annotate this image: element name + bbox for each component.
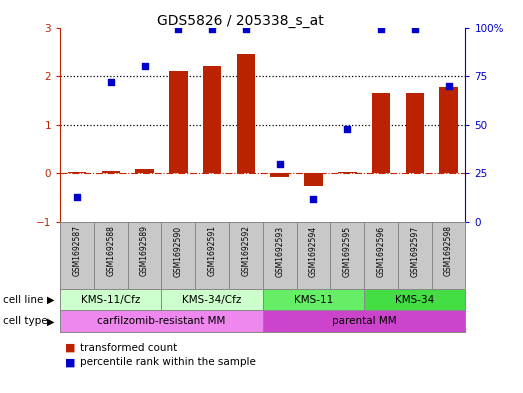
Text: KMS-34/Cfz: KMS-34/Cfz (183, 295, 242, 305)
Bar (364, 289, 465, 310)
Point (107, 79, 115, 85)
Text: GSM1692597: GSM1692597 (411, 225, 419, 277)
Text: GSM1692588: GSM1692588 (106, 225, 115, 276)
Point (242, 26, 250, 33)
Bar (203, 66, 221, 173)
Text: GSM1692595: GSM1692595 (343, 225, 352, 277)
Text: carfilzomib-resistant MM: carfilzomib-resistant MM (97, 316, 225, 326)
Point (174, 26, 183, 33)
Text: GSM1692598: GSM1692598 (444, 225, 453, 276)
Text: parental MM: parental MM (332, 316, 396, 326)
Text: cell type: cell type (3, 316, 47, 327)
Bar (304, 173, 323, 185)
Text: ▶: ▶ (47, 316, 54, 327)
Bar (405, 93, 424, 173)
Text: KMS-11/Cfz: KMS-11/Cfz (81, 295, 141, 305)
Point (411, 26, 419, 33)
Text: GSM1692592: GSM1692592 (242, 225, 251, 276)
Point (445, 83, 453, 89)
Point (377, 26, 385, 33)
Text: GSM1692590: GSM1692590 (174, 225, 183, 277)
Text: ■: ■ (65, 343, 76, 353)
Bar (60, 289, 162, 310)
Point (276, 160, 284, 167)
Text: ▶: ▶ (47, 295, 54, 305)
Text: cell line: cell line (3, 295, 43, 305)
Bar (101, 171, 120, 173)
Point (140, 63, 149, 70)
Text: transformed count: transformed count (80, 343, 177, 353)
Bar (236, 54, 255, 173)
Text: KMS-34: KMS-34 (395, 295, 435, 305)
Point (208, 26, 217, 33)
Text: GSM1692593: GSM1692593 (275, 225, 284, 277)
Bar (169, 71, 188, 173)
Bar (372, 93, 390, 173)
Point (309, 196, 317, 202)
Text: percentile rank within the sample: percentile rank within the sample (80, 357, 256, 367)
Text: KMS-11: KMS-11 (294, 295, 333, 305)
Bar (162, 289, 263, 310)
Bar (263, 310, 465, 332)
Bar (439, 87, 458, 173)
Bar (263, 289, 364, 310)
Text: ■: ■ (65, 357, 76, 367)
Text: GDS5826 / 205338_s_at: GDS5826 / 205338_s_at (157, 14, 324, 28)
Bar (270, 173, 289, 177)
Bar (60, 310, 263, 332)
Text: GSM1692589: GSM1692589 (140, 225, 149, 276)
Point (343, 125, 351, 132)
Text: GSM1692587: GSM1692587 (73, 225, 82, 276)
Point (73, 194, 81, 200)
Text: GSM1692591: GSM1692591 (208, 225, 217, 276)
Text: GSM1692596: GSM1692596 (377, 225, 385, 277)
Text: GSM1692594: GSM1692594 (309, 225, 318, 277)
Bar (135, 169, 154, 173)
